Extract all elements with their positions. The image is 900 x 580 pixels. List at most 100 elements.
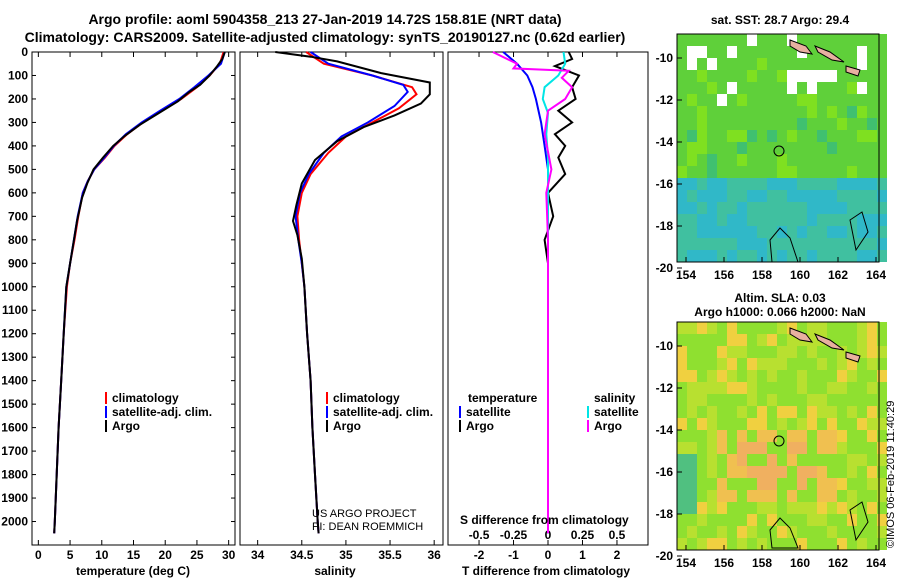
map-cell: [877, 442, 887, 454]
map-cell: [727, 382, 737, 394]
map-cell: [847, 142, 857, 154]
map-cell: [847, 358, 857, 370]
map-lon-label: 162: [828, 268, 848, 282]
map-cell: [677, 58, 687, 70]
map-cell: [767, 106, 777, 118]
map-cell: [677, 442, 687, 454]
map-cell: [857, 154, 867, 166]
map-cell: [767, 214, 777, 226]
map-cell: [737, 118, 747, 130]
map-cell: [847, 214, 857, 226]
map-cell: [827, 502, 837, 514]
map-cell: [687, 466, 697, 478]
map-cell: [867, 130, 877, 142]
map-cell: [857, 502, 867, 514]
map-cell: [777, 34, 787, 46]
map-cell: [807, 478, 817, 490]
map-cell: [687, 382, 697, 394]
map-lon-label: 160: [790, 556, 810, 570]
map-cell: [677, 130, 687, 142]
map-cell: [827, 130, 837, 142]
s-difference-axis-label: S difference from climatology: [460, 513, 629, 527]
map-cell: [837, 190, 847, 202]
map-lat-label: -12: [656, 93, 674, 107]
map-cell: [767, 334, 777, 346]
map-cell: [807, 34, 817, 46]
map-cell: [827, 106, 837, 118]
map-cell: [777, 370, 787, 382]
map-cell: [857, 82, 867, 94]
map-cell: [847, 370, 857, 382]
map-cell: [867, 106, 877, 118]
map-cell: [847, 34, 857, 46]
map-cell: [807, 130, 817, 142]
map-cell: [707, 178, 717, 190]
map-cell: [727, 442, 737, 454]
map-cell: [857, 238, 867, 250]
map-cell: [727, 202, 737, 214]
map-cell: [707, 406, 717, 418]
map-cell: [837, 490, 847, 502]
map-cell: [697, 346, 707, 358]
map-cell: [817, 454, 827, 466]
map-cell: [847, 82, 857, 94]
map-cell: [717, 538, 727, 550]
map-cell: [837, 166, 847, 178]
map-cell: [747, 382, 757, 394]
map-cell: [737, 214, 747, 226]
map-cell: [717, 130, 727, 142]
map-cell: [847, 166, 857, 178]
map-cell: [727, 250, 737, 262]
map-cell: [847, 250, 857, 262]
map-cell: [767, 34, 777, 46]
sst-coastlines: [769, 39, 869, 263]
map-lon-label: 164: [866, 556, 886, 570]
map-cell: [817, 82, 827, 94]
map-cell: [797, 502, 807, 514]
map-cell: [767, 406, 777, 418]
map-cell: [827, 394, 837, 406]
x-tick-label: 0: [35, 548, 42, 562]
map-cell: [777, 394, 787, 406]
map-cell: [797, 466, 807, 478]
sst-map-frame: [676, 33, 880, 263]
map-cell: [737, 538, 747, 550]
map-cell: [687, 202, 697, 214]
map-cell: [837, 430, 847, 442]
map-cell: [777, 490, 787, 502]
map-cell: [877, 226, 887, 238]
map-cell: [697, 202, 707, 214]
map-cell: [807, 490, 817, 502]
map-cell: [707, 538, 717, 550]
header-title-line1: Argo profile: aoml 5904358_213 27-Jan-20…: [88, 11, 561, 27]
map-cell: [857, 346, 867, 358]
map-cell: [747, 502, 757, 514]
map-cell: [697, 538, 707, 550]
temperature-series: [53, 51, 226, 534]
map-cell: [687, 538, 697, 550]
map-cell: [847, 346, 857, 358]
depth-tick-label: 700: [8, 209, 28, 223]
map-cell: [757, 214, 767, 226]
map-cell: [767, 358, 777, 370]
map-cell: [727, 346, 737, 358]
map-cell: [807, 454, 817, 466]
map-cell: [797, 478, 807, 490]
map-cell: [857, 58, 867, 70]
map-cell: [727, 130, 737, 142]
map-cell: [827, 94, 837, 106]
map-cell: [807, 202, 817, 214]
map-cell: [807, 334, 817, 346]
map-cell: [737, 322, 747, 334]
map-cell: [767, 70, 777, 82]
map-cell: [707, 526, 717, 538]
map-cell: [817, 130, 827, 142]
s-tick-label: -0.5: [469, 528, 490, 542]
map-cell: [847, 490, 857, 502]
map-cell: [797, 118, 807, 130]
map-cell: [837, 394, 847, 406]
map-cell: [807, 70, 817, 82]
map-cell: [797, 70, 807, 82]
map-cell: [767, 58, 777, 70]
map-cell: [777, 334, 787, 346]
